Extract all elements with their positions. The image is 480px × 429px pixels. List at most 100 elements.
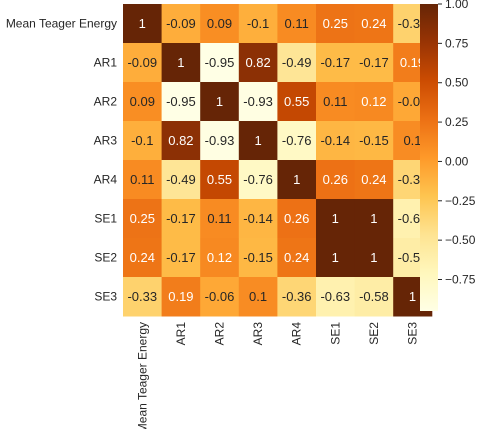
colorbar-tick-label: −0.25 (445, 194, 476, 208)
heatmap-cell (277, 199, 317, 239)
colorbar-tick-label: 0.50 (445, 76, 469, 90)
heatmap-cell (277, 121, 317, 161)
heatmap-cell (316, 160, 356, 200)
heatmap-cell (123, 82, 163, 122)
cell-value-label: -0.63 (320, 289, 350, 304)
x-tick-label: AR2 (213, 322, 227, 346)
cell-value-label: 0.1 (403, 133, 421, 148)
heatmap-cell (238, 199, 278, 239)
colorbar-tick-label: −0.50 (445, 233, 476, 247)
heatmap-cell (316, 238, 356, 278)
cell-value-label: -0.58 (398, 250, 428, 265)
heatmap-cell (277, 238, 317, 278)
heatmap-cell (200, 238, 240, 278)
heatmap-cell (200, 160, 240, 200)
x-tick-label: AR1 (174, 322, 188, 346)
heatmap-cell (123, 43, 163, 83)
cell-value-label: -0.17 (166, 211, 196, 226)
x-tick-label: SE1 (328, 322, 342, 345)
colorbar (420, 4, 438, 311)
heatmap-cell (277, 277, 317, 317)
colorbar-tick-label: 0.00 (445, 154, 469, 168)
heatmap-cell (354, 121, 394, 161)
cell-value-label: -0.14 (243, 211, 273, 226)
heatmap-cell (161, 199, 201, 239)
y-tick-label: SE1 (94, 212, 117, 226)
cell-value-label: 0.26 (323, 172, 348, 187)
heatmap-cell (238, 121, 278, 161)
cell-value-label: 1 (409, 289, 416, 304)
x-tick-labels: Mean Teager Energy AR1 AR2 AR3 AR4 SE1 SE2 SE3 (135, 322, 419, 429)
cell-value-label: 0.82 (168, 133, 193, 148)
heatmap-cell (277, 4, 317, 44)
y-tick-label: Mean Teager Energy (6, 17, 117, 31)
y-tick-label: SE2 (94, 251, 117, 265)
heatmap-cell (200, 199, 240, 239)
cell-value-label: 0.55 (284, 94, 309, 109)
heatmap-cell (161, 160, 201, 200)
cell-value-label: -0.76 (282, 133, 312, 148)
cell-value-label: -0.1 (131, 133, 153, 148)
cell-value-label: 0.55 (207, 172, 232, 187)
cell-value-label: -0.15 (243, 250, 273, 265)
cell-value-label: -0.15 (359, 133, 389, 148)
x-tick-label: AR4 (290, 322, 304, 346)
cell-value-label: 1 (332, 250, 339, 265)
heatmap-cell (354, 4, 394, 44)
heatmap-cell (123, 160, 163, 200)
cell-value-label: -0.93 (243, 94, 273, 109)
cell-value-label: 0.11 (285, 16, 309, 31)
cell-value-label: -0.33 (127, 289, 157, 304)
cell-value-label: -0.14 (320, 133, 350, 148)
cell-value-label: 0.25 (130, 211, 155, 226)
cell-value-label: 0.82 (245, 55, 270, 70)
heatmap-cell (123, 4, 163, 44)
heatmap-cell (354, 82, 394, 122)
cell-value-label: -0.17 (320, 55, 350, 70)
cell-value-label: 1 (332, 211, 339, 226)
heatmap-cell (238, 4, 278, 44)
cell-value-label: -0.33 (398, 16, 428, 31)
heatmap-cell (316, 277, 356, 317)
y-tick-label: SE3 (94, 290, 117, 304)
cell-value-label: 0.19 (168, 289, 193, 304)
heatmap-cell (200, 82, 240, 122)
heatmap-cell-labels: 1 -0.09 0.09 -0.1 0.11 0.25 0.24 -0.33-0.09 1 -0.… (127, 16, 427, 304)
heatmap-cell (316, 4, 356, 44)
cell-value-label: -0.09 (166, 16, 196, 31)
cell-value-label: 0.24 (361, 16, 386, 31)
cell-value-label: -0.49 (282, 55, 312, 70)
cell-value-label: -0.95 (166, 94, 196, 109)
cell-value-label: 1 (139, 16, 146, 31)
colorbar-tick-label: −0.75 (445, 273, 476, 287)
heatmap-cell (161, 43, 201, 83)
colorbar-ticks: 1.00 0.75 0.50 0.25 0.00 −0.25 −0.50 −0.75 (438, 0, 476, 287)
heatmap-cell (200, 43, 240, 83)
cell-value-label: 0.12 (361, 94, 386, 109)
heatmap-cell (354, 277, 394, 317)
heatmap-cell (238, 277, 278, 317)
cell-value-label: 0.24 (361, 172, 386, 187)
heatmap-cell (354, 238, 394, 278)
cell-value-label: -0.1 (247, 16, 269, 31)
heatmap-cell (200, 277, 240, 317)
colorbar-tick-label: 0.75 (445, 36, 469, 50)
cell-value-label: 0.09 (130, 94, 155, 109)
cell-value-label: 0.26 (284, 211, 309, 226)
x-tick-label: AR3 (251, 322, 265, 346)
heatmap-cell (316, 43, 356, 83)
cell-value-label: 0.24 (284, 250, 309, 265)
heatmap-cells (123, 4, 433, 317)
cell-value-label: 1 (177, 55, 184, 70)
y-tick-label: AR2 (94, 95, 118, 109)
cell-value-label: 0.11 (323, 94, 347, 109)
cell-value-label: 0.24 (130, 250, 155, 265)
x-tick-label: Mean Teager Energy (135, 322, 149, 429)
heatmap-cell (123, 277, 163, 317)
colorbar-tick-label: 1.00 (445, 0, 469, 11)
y-tick-label: AR3 (94, 134, 118, 148)
cell-value-label: 0.1 (249, 289, 267, 304)
heatmap-cell (123, 199, 163, 239)
x-tick-label: SE3 (406, 322, 420, 345)
